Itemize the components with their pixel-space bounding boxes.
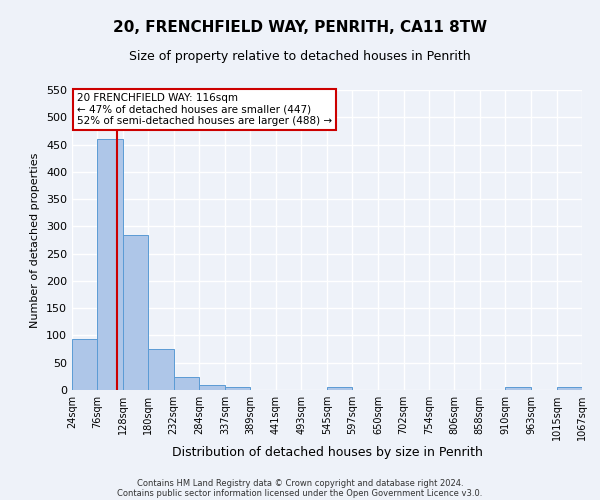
Bar <box>327 388 352 390</box>
X-axis label: Distribution of detached houses by size in Penrith: Distribution of detached houses by size … <box>172 446 482 459</box>
Text: Contains HM Land Registry data © Crown copyright and database right 2024.: Contains HM Land Registry data © Crown c… <box>137 478 463 488</box>
Text: 20 FRENCHFIELD WAY: 116sqm
← 47% of detached houses are smaller (447)
52% of sem: 20 FRENCHFIELD WAY: 116sqm ← 47% of deta… <box>77 93 332 126</box>
Text: Size of property relative to detached houses in Penrith: Size of property relative to detached ho… <box>129 50 471 63</box>
Bar <box>123 234 148 390</box>
Bar <box>72 340 97 390</box>
Bar <box>505 388 531 390</box>
Text: Contains public sector information licensed under the Open Government Licence v3: Contains public sector information licen… <box>118 488 482 498</box>
Bar <box>225 386 250 390</box>
Bar <box>174 377 199 390</box>
Bar <box>97 139 123 390</box>
Text: 20, FRENCHFIELD WAY, PENRITH, CA11 8TW: 20, FRENCHFIELD WAY, PENRITH, CA11 8TW <box>113 20 487 35</box>
Bar <box>199 384 225 390</box>
Bar <box>148 348 174 390</box>
Y-axis label: Number of detached properties: Number of detached properties <box>31 152 40 328</box>
Bar <box>557 388 582 390</box>
